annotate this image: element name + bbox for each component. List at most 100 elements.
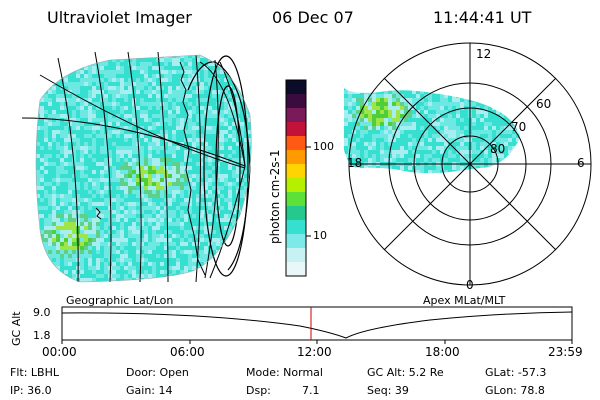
aurora-pixel [64,210,68,214]
aurora-pixel [224,170,228,174]
aurora-pixel [384,94,388,98]
aurora-pixel [52,238,56,242]
aurora-pixel [176,238,180,242]
aurora-pixel [76,138,80,142]
aurora-pixel [180,250,184,254]
aurora-pixel [52,258,56,262]
aurora-pixel [200,82,204,86]
aurora-pixel [164,94,168,98]
aurora-pixel [56,114,60,118]
aurora-pixel [160,182,164,186]
aurora-pixel [80,226,84,230]
aurora-pixel [40,178,44,182]
aurora-pixel [404,118,408,122]
polar-grid [348,42,592,286]
aurora-pixel [200,58,204,62]
aurora-pixel [192,210,196,214]
aurora-pixel [140,270,144,274]
aurora-pixel [368,150,372,154]
aurora-pixel [196,178,200,182]
aurora-pixel [140,274,144,278]
aurora-pixel [140,234,144,238]
aurora-pixel [184,162,188,166]
aurora-pixel [128,190,132,194]
aurora-pixel [160,170,164,174]
aurora-pixel [52,178,56,182]
aurora-pixel [144,138,148,142]
aurora-pixel [204,82,208,86]
aurora-pixel [228,78,232,82]
colorbar-band [286,192,306,207]
aurora-pixel [476,114,480,118]
aurora-pixel [172,62,176,66]
aurora-pixel [104,158,108,162]
aurora-pixel [180,138,184,142]
aurora-pixel [156,218,160,222]
aurora-pixel [40,182,44,186]
aurora-pixel [164,90,168,94]
aurora-pixel [184,206,188,210]
aurora-pixel [180,55,184,58]
aurora-pixel [152,258,156,262]
aurora-pixel [136,266,140,270]
aurora-pixel [436,154,440,158]
aurora-pixel [452,110,456,114]
aurora-pixel [184,230,188,234]
aurora-pixel [176,186,180,190]
aurora-pixel [184,190,188,194]
aurora-pixel [124,98,128,102]
aurora-pixel [156,166,160,170]
aurora-pixel [436,114,440,118]
aurora-pixel [148,78,152,82]
aurora-pixel [84,234,88,238]
aurora-pixel [132,134,136,138]
aurora-pixel [164,270,168,274]
aurora-pixel [120,202,124,206]
aurora-pixel [132,138,136,142]
aurora-pixel [208,78,212,82]
aurora-pixel [492,118,496,122]
aurora-pixel [48,206,52,210]
aurora-pixel [132,230,136,234]
aurora-pixel [212,66,216,70]
aurora-pixel [436,110,440,114]
aurora-pixel [144,58,148,62]
aurora-pixel [180,238,184,242]
aurora-pixel [400,166,404,170]
aurora-pixel [80,278,84,282]
aurora-pixel [164,78,168,82]
aurora-pixel [204,58,208,62]
aurora-pixel [456,130,460,134]
aurora-pixel [108,222,112,226]
aurora-pixel [140,206,144,210]
aurora-pixel [452,158,456,162]
aurora-pixel [156,170,160,174]
aurora-pixel [124,218,128,222]
aurora-pixel [48,222,52,226]
aurora-pixel [228,138,232,142]
aurora-pixel [160,194,164,198]
aurora-pixel [140,258,144,262]
aurora-pixel [208,66,212,70]
aurora-pixel [48,230,52,234]
aurora-pixel [408,130,412,134]
aurora-pixel [368,158,372,162]
aurora-pixel [244,178,248,182]
aurora-pixel [44,162,48,166]
aurora-pixel [484,114,488,118]
aurora-pixel [180,70,184,74]
aurora-pixel [492,150,496,154]
aurora-pixel [80,194,84,198]
aurora-pixel [392,98,396,102]
aurora-pixel [68,86,72,90]
aurora-pixel [40,170,44,174]
aurora-pixel [100,162,104,166]
aurora-pixel [404,122,408,126]
aurora-pixel [112,254,116,258]
aurora-pixel [76,150,80,154]
aurora-pixel [112,74,116,78]
aurora-pixel [472,126,476,130]
aurora-pixel [96,90,100,94]
aurora-pixel [188,250,192,254]
gain-info: Gain: 14 [126,384,173,397]
